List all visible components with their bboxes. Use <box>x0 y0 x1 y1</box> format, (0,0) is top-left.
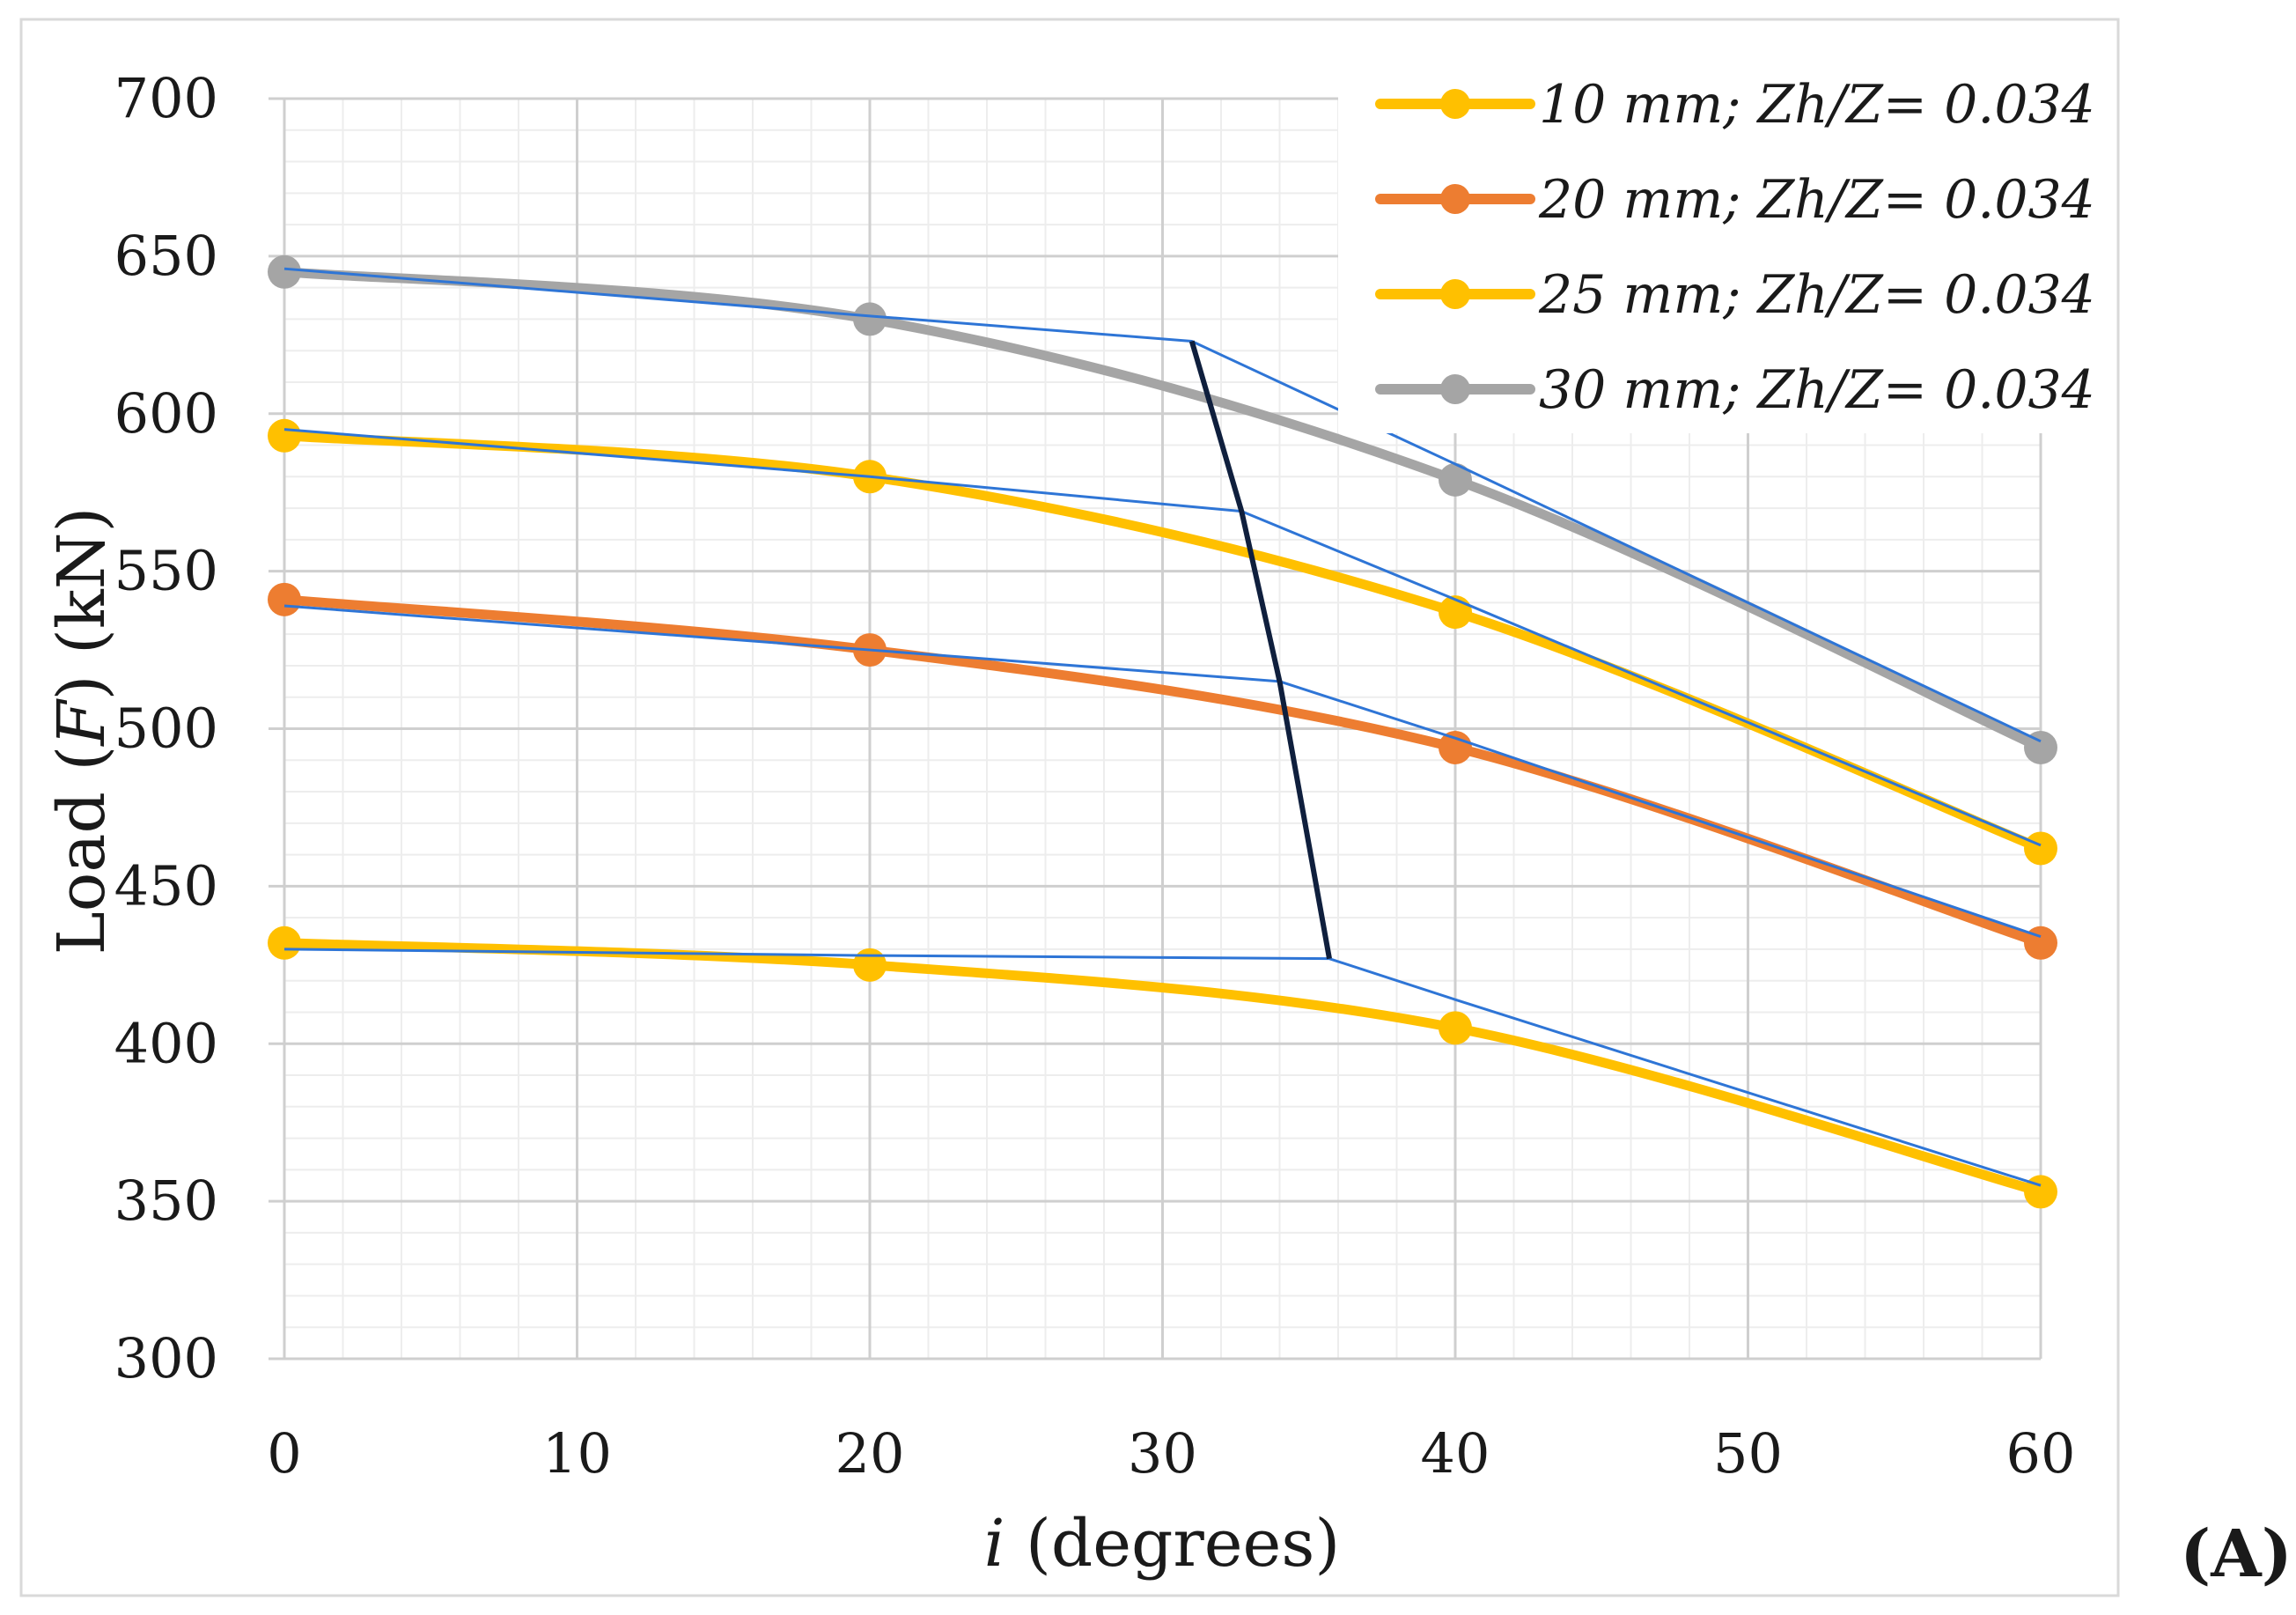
data-point <box>853 948 887 982</box>
y-tick-label: 350 <box>114 1169 218 1233</box>
data-point <box>268 254 301 289</box>
y-tick-label: 700 <box>114 66 218 130</box>
data-point <box>2024 1175 2057 1209</box>
x-tick-label: 60 <box>2006 1421 2076 1486</box>
data-point <box>1439 1011 1472 1045</box>
y-axis-title-end: ) (kN) <box>44 507 120 701</box>
y-axis-title-start: Load ( <box>44 746 120 955</box>
y-tick-label: 550 <box>114 539 218 603</box>
legend-marker <box>1440 89 1470 119</box>
x-tick-label: 10 <box>542 1421 612 1486</box>
x-tick-label: 40 <box>1421 1421 1490 1486</box>
data-point <box>268 925 301 960</box>
data-point <box>2024 831 2057 866</box>
x-tick-label: 0 <box>267 1421 301 1486</box>
y-tick-label: 450 <box>114 853 218 918</box>
panel-label: (A) <box>2180 1516 2292 1592</box>
x-axis-title-rest: (degrees) <box>1004 1506 1340 1582</box>
x-axis-title-italic: i <box>984 1506 1005 1582</box>
x-tick-label: 50 <box>1713 1421 1783 1486</box>
series-line <box>279 594 2046 948</box>
annotation-layer <box>283 267 2042 1187</box>
x-tick-label: 30 <box>1128 1421 1197 1486</box>
y-axis-title-italic: F <box>44 698 120 748</box>
data-point <box>2024 925 2057 960</box>
data-point <box>268 418 301 453</box>
legend-label: 10 mm; Zh/Z= 0.034 <box>1539 74 2095 136</box>
data-point <box>853 302 887 336</box>
legend-marker <box>1440 374 1470 404</box>
x-axis-title: i (degrees) <box>984 1506 1340 1582</box>
data-point <box>2024 730 2057 764</box>
y-axis-title: Load (F) (kN) <box>44 507 120 955</box>
y-tick-label: 650 <box>114 224 218 288</box>
data-point <box>1439 462 1472 497</box>
x-tick-labels: 0 10 20 30 40 50 60 <box>267 1421 2075 1486</box>
legend-items: 10 mm; Zh/Z= 0.034 20 mm; Zh/Z= 0.034 25 m… <box>1375 74 2095 421</box>
x-tick-label: 20 <box>835 1421 905 1486</box>
legend-label: 20 mm; Zh/Z= 0.034 <box>1538 169 2095 231</box>
y-tick-labels: 300 350 400 450 500 550 600 650 700 <box>114 66 218 1390</box>
series-line <box>279 938 2046 1197</box>
legend-marker <box>1440 279 1470 309</box>
data-point <box>268 582 301 616</box>
legend: 10 mm; Zh/Z= 0.034 20 mm; Zh/Z= 0.034 25 m… <box>1338 55 2095 433</box>
y-tick-label: 400 <box>114 1011 218 1075</box>
legend-label: 25 mm; Zh/Z= 0.034 <box>1538 264 2095 326</box>
y-tick-label: 500 <box>114 697 218 761</box>
legend-label: 30 mm; Zh/Z= 0.034 <box>1539 359 2095 421</box>
major-gridlines <box>269 97 2042 1361</box>
legend-marker <box>1440 184 1470 214</box>
y-tick-label: 600 <box>114 381 218 446</box>
data-point <box>1439 730 1472 764</box>
transition-line <box>1188 340 1332 960</box>
y-tick-label: 300 <box>114 1326 218 1390</box>
series-line <box>279 267 2046 753</box>
